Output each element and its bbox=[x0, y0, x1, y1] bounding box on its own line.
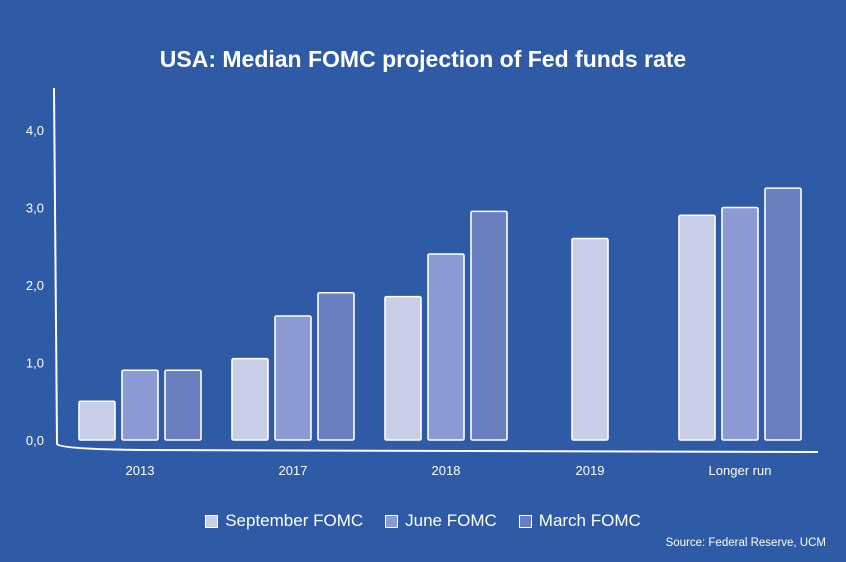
bar-longer-run-september bbox=[678, 214, 716, 441]
x-tick-label: Longer run bbox=[709, 463, 772, 478]
bar-2017-september bbox=[231, 357, 269, 441]
source-note: Source: Federal Reserve, UCM bbox=[665, 537, 826, 549]
x-tick-label: 2017 bbox=[279, 463, 308, 478]
y-tick-label: 1,0 bbox=[26, 356, 44, 371]
bar-longer-run-june bbox=[721, 206, 759, 441]
bar-2019-september bbox=[571, 237, 609, 441]
y-tick-label: 3,0 bbox=[26, 201, 44, 216]
x-tick-label: 2013 bbox=[126, 463, 155, 478]
legend-swatch-march bbox=[518, 514, 532, 528]
bar-2013-june bbox=[121, 369, 159, 441]
chart-title: USA: Median FOMC projection of Fed funds… bbox=[159, 46, 687, 72]
chart-legend: September FOMC June FOMC March FOMC bbox=[0, 511, 846, 531]
legend-swatch-june bbox=[385, 514, 399, 528]
y-tick-label: 0,0 bbox=[26, 433, 44, 448]
chart-bars bbox=[78, 187, 802, 441]
legend-item: March FOMC bbox=[518, 511, 641, 531]
legend-label: September FOMC bbox=[225, 511, 364, 530]
bar-2017-june bbox=[274, 315, 312, 441]
x-axis-labels: 2013 2017 2018 2019 Longer run bbox=[126, 463, 772, 478]
x-tick-label: 2019 bbox=[576, 463, 605, 478]
x-tick-label: 2018 bbox=[432, 463, 461, 478]
bar-2018-september bbox=[384, 295, 422, 441]
bar-2018-june bbox=[427, 253, 465, 441]
bar-longer-run-march bbox=[764, 187, 802, 441]
legend-swatch-september bbox=[205, 514, 219, 528]
bar-2013-september bbox=[78, 400, 116, 441]
bar-2013-march bbox=[164, 369, 202, 441]
y-tick-label: 4,0 bbox=[26, 123, 44, 138]
legend-label: June FOMC bbox=[405, 511, 497, 530]
bar-2018-march bbox=[470, 210, 508, 441]
legend-item: September FOMC bbox=[205, 511, 363, 531]
chart-axes bbox=[53, 87, 819, 453]
y-axis-ticks: 0,0 1,0 2,0 3,0 4,0 bbox=[26, 123, 44, 448]
legend-label: March FOMC bbox=[538, 511, 641, 530]
legend-item: June FOMC bbox=[385, 511, 497, 531]
bar-2017-march bbox=[317, 291, 355, 441]
y-axis-line bbox=[53, 87, 819, 453]
y-tick-label: 2,0 bbox=[26, 278, 44, 293]
